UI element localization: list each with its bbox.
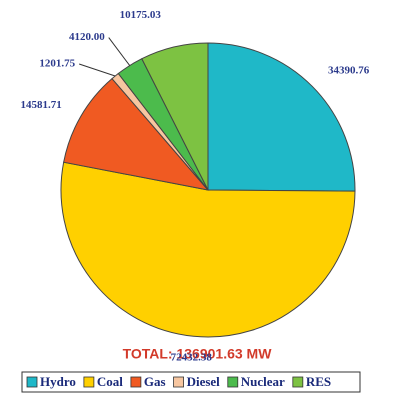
legend-label: Gas xyxy=(144,374,166,389)
legend-swatch xyxy=(130,376,142,388)
legend-swatch xyxy=(292,376,304,388)
pie-slice xyxy=(63,77,210,191)
legend-label: RES xyxy=(306,374,331,389)
pie-slice xyxy=(60,161,356,338)
legend-label: Coal xyxy=(97,374,123,389)
value-label: 34390.76 xyxy=(328,64,370,76)
legend-swatch xyxy=(173,376,184,388)
leader-line xyxy=(108,37,131,66)
legend-label: Hydro xyxy=(40,374,76,389)
leader-line xyxy=(78,63,116,77)
value-label: 1201.75 xyxy=(39,58,75,70)
legend-swatch xyxy=(227,376,239,388)
legend-label: Nuclear xyxy=(241,374,285,389)
total-label: TOTAL: 136901.63 MW xyxy=(123,346,273,362)
pie-slice xyxy=(141,42,209,191)
legend-swatch xyxy=(26,376,38,388)
value-label: 14581.71 xyxy=(21,99,62,111)
legend-swatch xyxy=(83,376,95,388)
legend-label: Diesel xyxy=(187,374,221,389)
value-label: 10175.03 xyxy=(120,9,162,21)
value-label: 4120.00 xyxy=(69,31,105,43)
value-label: 72432.38 xyxy=(171,352,213,364)
pie-slice xyxy=(207,42,356,192)
legend-box xyxy=(21,371,361,393)
